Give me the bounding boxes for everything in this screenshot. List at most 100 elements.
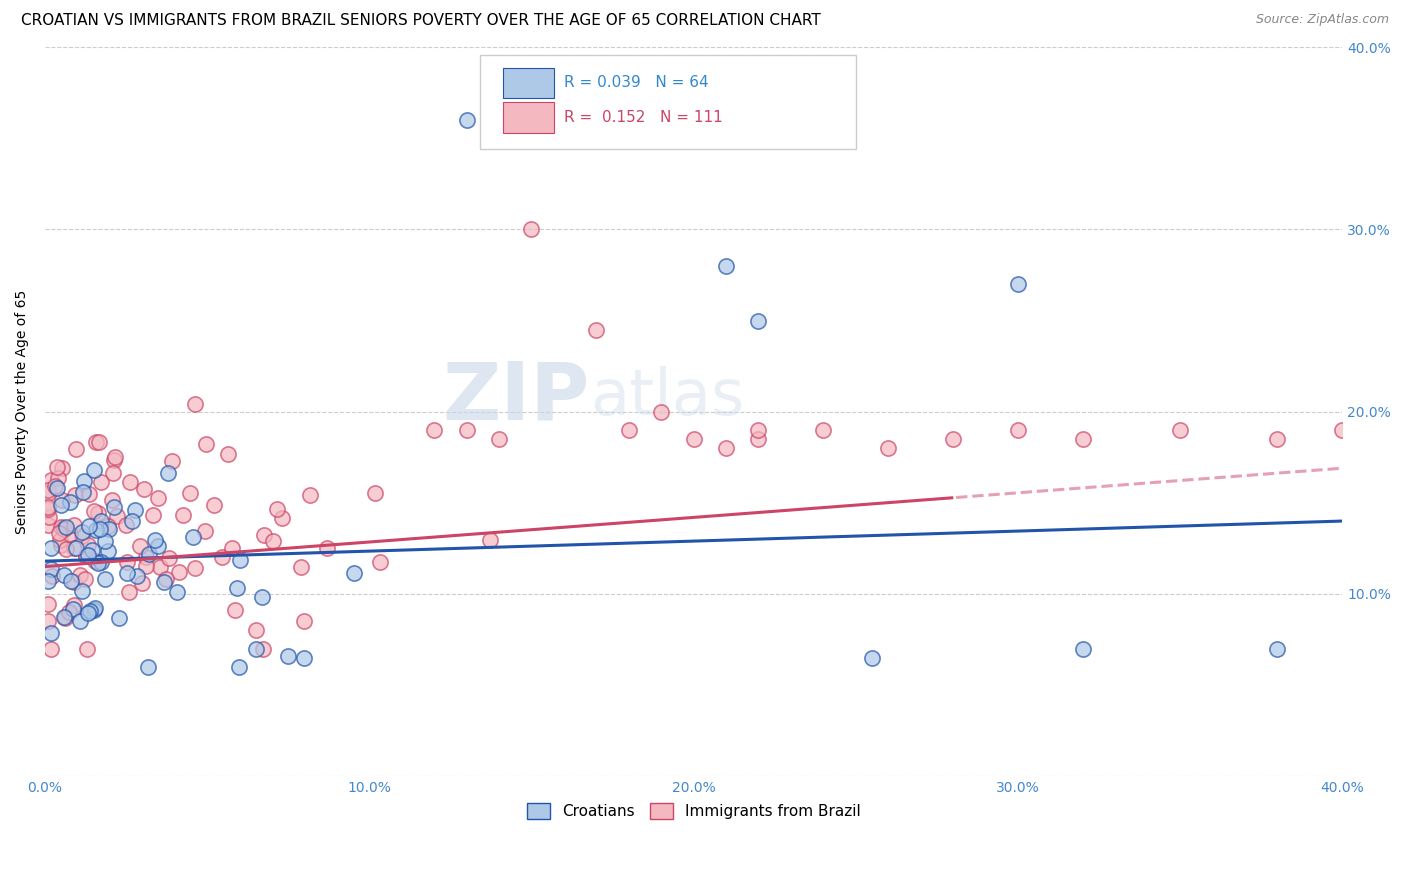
- Point: [277, 649, 299, 664]
- Point: [70, 529, 93, 543]
- Point: [37, 502, 59, 516]
- Point: [63, 598, 86, 612]
- Point: [94, 534, 117, 549]
- Point: [229, 552, 252, 566]
- Point: [103, 452, 125, 467]
- Point: [456, 423, 478, 437]
- Point: [79, 604, 101, 618]
- Point: [39, 473, 62, 487]
- Y-axis label: Seniors Poverty Over the Age of 65: Seniors Poverty Over the Age of 65: [15, 290, 30, 533]
- Point: [166, 585, 188, 599]
- Point: [184, 560, 207, 574]
- Point: [46, 471, 69, 485]
- Point: [343, 566, 366, 581]
- Point: [217, 447, 239, 461]
- Point: [142, 508, 165, 523]
- Point: [138, 547, 160, 561]
- Point: [747, 423, 769, 437]
- Point: [204, 498, 226, 512]
- Point: [143, 533, 166, 548]
- Point: [1331, 423, 1354, 437]
- Point: [146, 539, 169, 553]
- Point: [87, 506, 110, 520]
- Point: [747, 432, 769, 446]
- Point: [155, 572, 177, 586]
- Point: [101, 492, 124, 507]
- Point: [179, 486, 201, 500]
- Point: [146, 491, 169, 505]
- Point: [101, 466, 124, 480]
- Point: [135, 550, 157, 565]
- Point: [45, 481, 67, 495]
- Point: [83, 504, 105, 518]
- Point: [90, 555, 112, 569]
- Point: [1007, 423, 1029, 437]
- Point: [877, 441, 900, 455]
- Point: [72, 485, 94, 500]
- Point: [107, 509, 129, 524]
- Point: [129, 539, 152, 553]
- Text: CROATIAN VS IMMIGRANTS FROM BRAZIL SENIORS POVERTY OVER THE AGE OF 65 CORRELATIO: CROATIAN VS IMMIGRANTS FROM BRAZIL SENIO…: [21, 13, 821, 29]
- Point: [84, 554, 107, 568]
- Text: R =  0.152   N = 111: R = 0.152 N = 111: [564, 110, 723, 125]
- Point: [63, 575, 86, 590]
- Point: [79, 518, 101, 533]
- Point: [48, 526, 70, 541]
- Point: [39, 641, 62, 656]
- Point: [124, 503, 146, 517]
- Point: [73, 572, 96, 586]
- Point: [51, 461, 73, 475]
- Point: [80, 542, 103, 557]
- Point: [49, 498, 72, 512]
- Point: [456, 113, 478, 128]
- Point: [39, 626, 62, 640]
- Point: [72, 524, 94, 539]
- FancyBboxPatch shape: [503, 102, 554, 133]
- Point: [51, 492, 73, 507]
- Point: [83, 463, 105, 477]
- Point: [226, 581, 249, 595]
- Point: [83, 603, 105, 617]
- Point: [479, 533, 502, 547]
- Point: [127, 568, 149, 582]
- Text: Source: ZipAtlas.com: Source: ZipAtlas.com: [1256, 13, 1389, 27]
- Point: [62, 602, 84, 616]
- Point: [181, 530, 204, 544]
- Point: [70, 584, 93, 599]
- Point: [52, 521, 75, 535]
- Point: [423, 423, 446, 437]
- Point: [83, 601, 105, 615]
- Point: [59, 494, 82, 508]
- Point: [221, 541, 243, 555]
- Point: [76, 641, 98, 656]
- Point: [262, 533, 284, 548]
- Point: [1007, 277, 1029, 292]
- Point: [228, 660, 250, 674]
- Point: [211, 549, 233, 564]
- Text: atlas: atlas: [591, 366, 744, 428]
- Point: [172, 508, 194, 522]
- Point: [617, 423, 640, 437]
- Point: [942, 432, 965, 446]
- Point: [65, 541, 87, 556]
- Point: [1071, 432, 1094, 446]
- Point: [75, 549, 97, 563]
- Point: [53, 610, 76, 624]
- Point: [1168, 423, 1191, 437]
- Point: [245, 641, 267, 656]
- Point: [115, 555, 138, 569]
- Point: [714, 441, 737, 455]
- Point: [90, 475, 112, 489]
- Point: [1267, 432, 1289, 446]
- Point: [41, 541, 63, 555]
- Point: [37, 500, 59, 515]
- Point: [48, 533, 70, 548]
- Point: [63, 488, 86, 502]
- Point: [134, 482, 156, 496]
- Point: [69, 614, 91, 628]
- Point: [120, 475, 142, 489]
- Point: [115, 518, 138, 533]
- Point: [77, 548, 100, 562]
- Point: [44, 479, 66, 493]
- Point: [58, 605, 80, 619]
